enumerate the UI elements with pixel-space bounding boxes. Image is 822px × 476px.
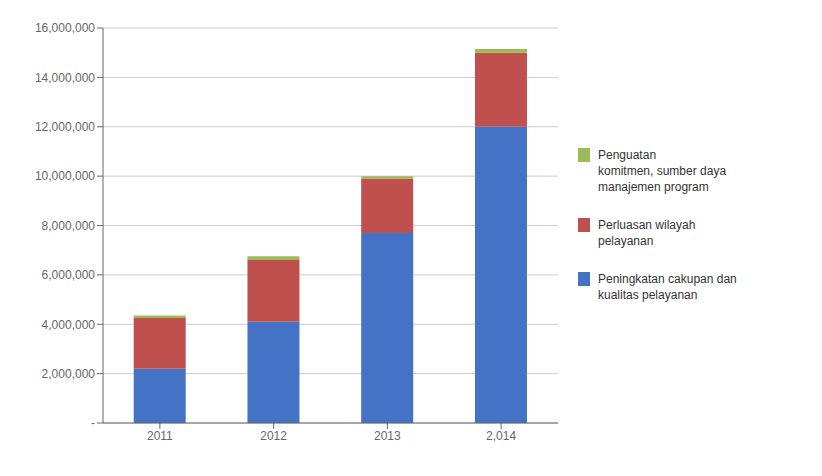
html-text:Perluasan wilayah: Perluasan wilayah bbox=[598, 217, 696, 232]
html-text:manajemen program: manajemen program bbox=[598, 179, 709, 194]
html-text:komitmen, sumber daya: komitmen, sumber daya bbox=[598, 163, 727, 178]
svg-text:10,000,000: 10,000,000 bbox=[35, 169, 95, 183]
html-text:Penguatan: Penguatan bbox=[598, 147, 657, 162]
svg-text:6,000,000: 6,000,000 bbox=[42, 268, 96, 282]
svg-text:2,014: 2,014 bbox=[486, 429, 516, 443]
svg-text:-: - bbox=[91, 416, 95, 430]
svg-text:14,000,000: 14,000,000 bbox=[35, 71, 95, 85]
svg-text:2013: 2013 bbox=[374, 429, 401, 443]
svg-text:8,000,000: 8,000,000 bbox=[42, 219, 96, 233]
svg-text:2011: 2011 bbox=[147, 429, 173, 443]
svg-text:4,000,000: 4,000,000 bbox=[42, 318, 96, 332]
svg-text:12,000,000: 12,000,000 bbox=[35, 120, 95, 134]
svg-text:2012: 2012 bbox=[260, 429, 287, 443]
html-text:Peningkatan cakupan dan: Peningkatan cakupan dan bbox=[598, 271, 737, 286]
html-text:pelayanan: pelayanan bbox=[598, 233, 654, 248]
svg-text:2,000,000: 2,000,000 bbox=[42, 367, 96, 381]
html-text:kualitas pelayanan: kualitas pelayanan bbox=[598, 287, 698, 302]
svg-text:16,000,000: 16,000,000 bbox=[35, 21, 95, 35]
